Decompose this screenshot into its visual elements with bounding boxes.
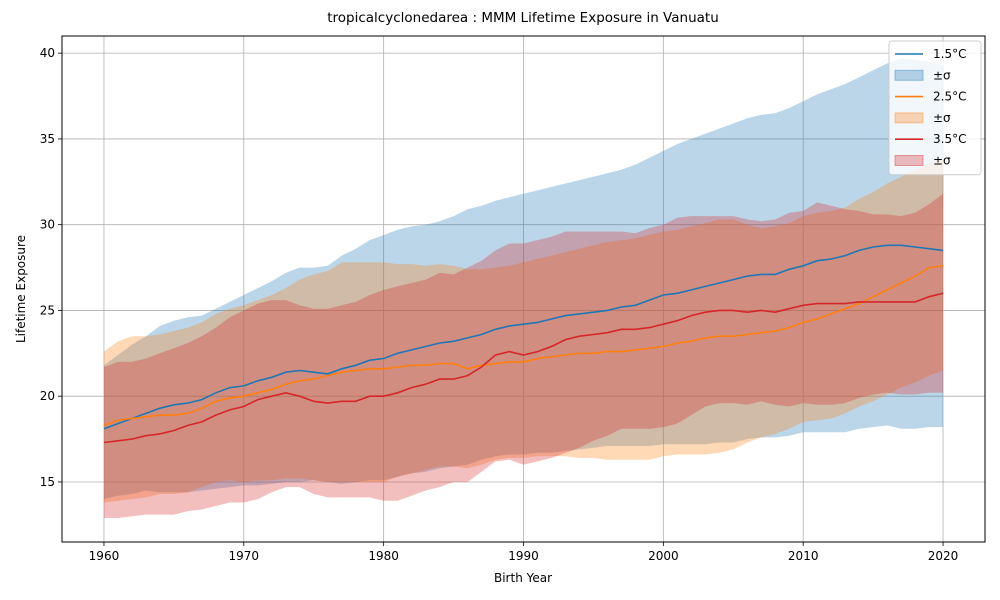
std-band-2 [104, 193, 943, 519]
legend-band-swatch [894, 112, 924, 124]
legend-band-swatch [894, 155, 924, 166]
series-lines [103, 244, 944, 444]
series-line-1 [103, 265, 944, 427]
x-axis-label: Birth Year [494, 571, 552, 585]
legend-series-label: 2.5°C [933, 90, 966, 104]
y-tick-label: 20 [40, 389, 55, 403]
y-axis-label: Lifetime Exposure [14, 235, 28, 343]
x-tick-label: 1990 [508, 549, 539, 563]
x-tick-label: 1970 [229, 549, 260, 563]
legend-series-label: 3.5°C [933, 132, 966, 146]
series-line-0 [103, 244, 944, 430]
y-axis-ticks: 15 20 25 30 35 40 [40, 46, 62, 489]
x-tick-label: 2000 [648, 549, 679, 563]
y-tick-label: 30 [40, 218, 55, 232]
std-bands [104, 58, 943, 519]
grid [62, 36, 985, 542]
legend-box [888, 40, 982, 176]
legend-band-label: ±σ [933, 154, 951, 168]
std-band-0 [104, 58, 943, 500]
series-line-2 [103, 292, 944, 444]
y-tick-label: 15 [40, 475, 55, 489]
legend-band-label: ±σ [933, 111, 951, 125]
legend-series-label: 1.5°C [933, 47, 966, 61]
legend: 1.5°C ±σ 2.5°C ±σ 3.5°C ±σ [888, 40, 982, 176]
std-band-1 [104, 159, 943, 503]
x-tick-label: 1960 [89, 549, 120, 563]
x-tick-label: 1980 [368, 549, 399, 563]
y-tick-label: 25 [40, 303, 55, 317]
legend-band-label: ±σ [933, 68, 951, 82]
y-tick-label: 35 [40, 132, 55, 146]
chart-title: tropicalcyclonedarea : MMM Lifetime Expo… [327, 10, 719, 26]
legend-band-swatch [894, 69, 924, 81]
x-tick-label: 2020 [928, 549, 959, 563]
x-axis-ticks: 1960 1970 1980 1990 2000 2010 2020 [89, 542, 959, 563]
x-tick-label: 2010 [788, 549, 819, 563]
y-tick-label: 40 [40, 46, 55, 60]
